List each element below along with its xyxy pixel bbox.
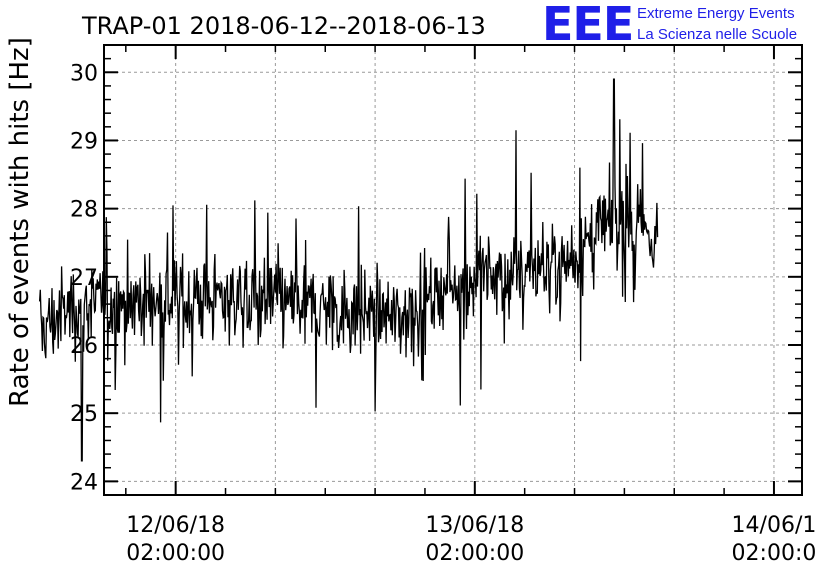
y-tick-label: 27	[70, 266, 98, 291]
x-tick-label-date: 13/06/18	[425, 513, 524, 538]
x-tick-label-time: 02:00:00	[126, 541, 225, 566]
y-tick-label: 29	[70, 129, 98, 154]
x-tick-label-time: 02:00:0	[732, 541, 817, 566]
y-tick-label: 30	[70, 61, 98, 86]
eee-logo-line1: Extreme Energy Events	[637, 5, 795, 22]
series-line-group	[38, 78, 659, 462]
y-tick-label: 26	[70, 334, 98, 359]
y-tick-label: 24	[70, 470, 98, 495]
y-ticks: 24 25 26 27 28 29 30	[70, 44, 802, 496]
plot-frame	[103, 44, 803, 496]
chart-title: TRAP-01 2018-06-12--2018-06-13	[81, 12, 486, 40]
grid	[104, 45, 802, 495]
eee-logo-line2: La Scienza nelle Scuole	[637, 26, 797, 43]
y-axis-label: Rate of events with hits [Hz]	[5, 37, 35, 407]
eee-logo-mark: EEE	[542, 0, 633, 51]
y-tick-label: 28	[70, 198, 98, 223]
eee-logo: EEE Extreme Energy Events La Scienza nel…	[542, 0, 797, 51]
y-tick-label: 25	[70, 402, 98, 427]
x-tick-label-date: 14/06/1	[732, 513, 817, 538]
x-ticks: 12/06/18 02:00:00 13/06/18 02:00:00 14/06/1 0…	[125, 45, 817, 566]
x-tick-label-time: 02:00:00	[425, 541, 524, 566]
x-tick-label-date: 12/06/18	[126, 513, 225, 538]
rate-series-line	[38, 78, 659, 462]
